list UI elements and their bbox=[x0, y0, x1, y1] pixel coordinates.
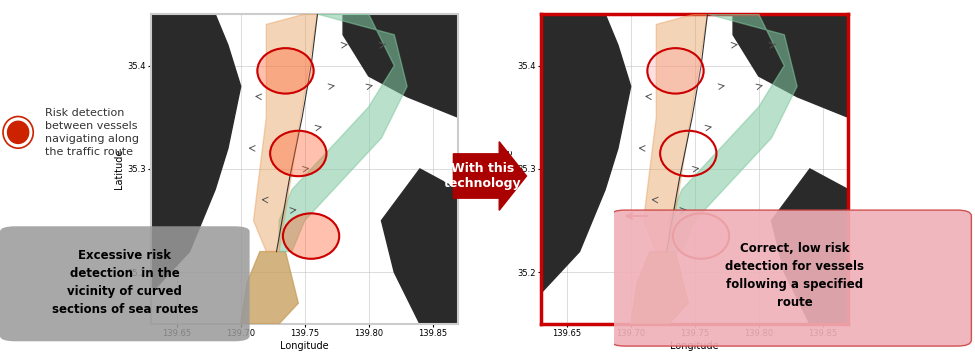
Polygon shape bbox=[279, 14, 408, 252]
Polygon shape bbox=[771, 169, 848, 324]
Circle shape bbox=[673, 213, 729, 259]
Circle shape bbox=[283, 213, 339, 259]
Polygon shape bbox=[151, 14, 241, 293]
Circle shape bbox=[270, 131, 327, 176]
Text: With this
technology: With this technology bbox=[444, 162, 522, 190]
Polygon shape bbox=[541, 14, 631, 293]
Text: Risk detection
between vessels
navigating along
the traffic route: Risk detection between vessels navigatin… bbox=[45, 108, 139, 157]
Polygon shape bbox=[669, 14, 798, 252]
Polygon shape bbox=[343, 14, 458, 117]
Circle shape bbox=[647, 48, 704, 94]
Polygon shape bbox=[631, 252, 688, 324]
Text: Correct, low risk
detection for vessels
following a specified
route: Correct, low risk detection for vessels … bbox=[725, 241, 864, 309]
Circle shape bbox=[257, 48, 314, 94]
FancyArrow shape bbox=[453, 142, 526, 210]
Polygon shape bbox=[254, 14, 318, 252]
Polygon shape bbox=[733, 14, 848, 117]
Y-axis label: Latitude: Latitude bbox=[114, 149, 124, 189]
Text: Excessive risk
detection  in the
vicinity of curved
sections of sea routes: Excessive risk detection in the vicinity… bbox=[52, 249, 198, 316]
Polygon shape bbox=[241, 252, 298, 324]
Polygon shape bbox=[381, 169, 458, 324]
Y-axis label: Latitude: Latitude bbox=[504, 149, 514, 189]
FancyBboxPatch shape bbox=[610, 210, 971, 346]
Circle shape bbox=[8, 121, 28, 144]
X-axis label: Longitude: Longitude bbox=[671, 341, 719, 351]
Polygon shape bbox=[644, 14, 708, 252]
X-axis label: Longitude: Longitude bbox=[281, 341, 329, 351]
FancyBboxPatch shape bbox=[0, 226, 250, 341]
